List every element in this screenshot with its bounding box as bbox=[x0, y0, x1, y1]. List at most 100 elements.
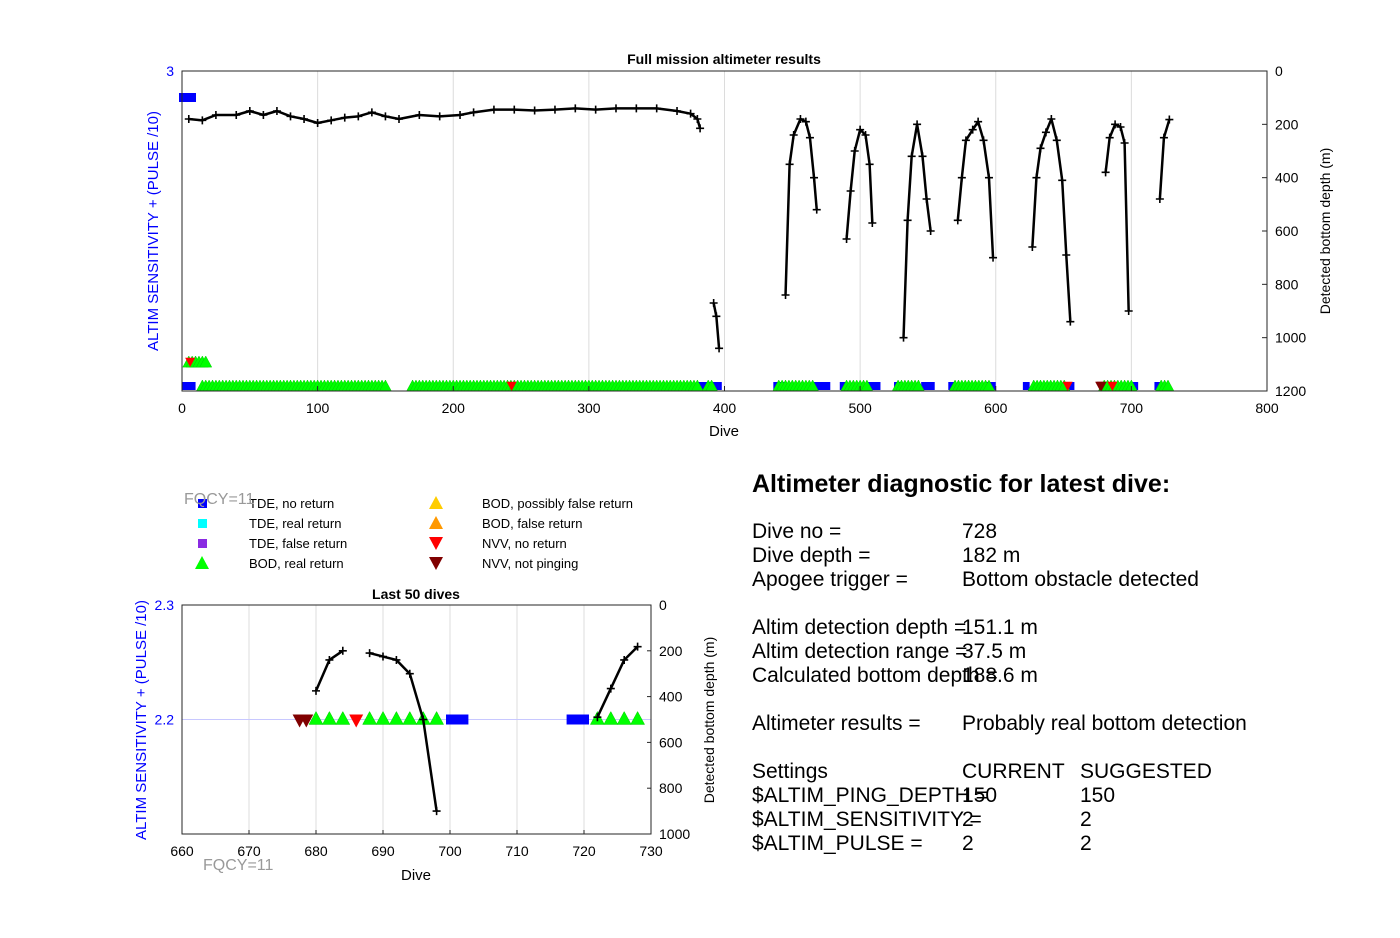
current-header: CURRENT bbox=[962, 760, 1065, 783]
altim-range-label: Altim detection range = bbox=[752, 640, 968, 663]
depth-point-marker bbox=[365, 649, 374, 658]
depth-point-marker bbox=[1028, 243, 1037, 251]
depth-point-marker bbox=[312, 686, 320, 695]
depth-point-marker bbox=[926, 227, 935, 235]
full-mission-y-right-tick-label: 600 bbox=[1275, 223, 1299, 239]
depth-series-line bbox=[596, 645, 639, 718]
tde-no-return-marker bbox=[179, 93, 196, 102]
depth-point-marker bbox=[968, 125, 977, 134]
sensitivity-suggested: 2 bbox=[1080, 808, 1092, 831]
bod-real-return-marker bbox=[402, 710, 418, 725]
depth-point-marker bbox=[696, 124, 705, 133]
depth-point-marker bbox=[620, 655, 629, 664]
depth-point-marker bbox=[984, 173, 993, 182]
last-50-dives-chart: 660 670 680 690 700 710 720 730 2.2 2.3 0 200 400 600… bbox=[133, 586, 717, 884]
full-mission-x-tick-label: 300 bbox=[577, 400, 601, 416]
depth-point-marker bbox=[961, 136, 970, 145]
full-mission-title: Full mission altimeter results bbox=[627, 51, 821, 67]
depth-point-marker bbox=[379, 652, 387, 661]
depth-point-marker bbox=[856, 125, 865, 134]
depth-point-marker bbox=[211, 111, 220, 119]
last-50-y-right-tick-label: 600 bbox=[659, 734, 683, 750]
full-mission-x-tick-label: 500 bbox=[848, 400, 872, 416]
legend-label: TDE, no return bbox=[249, 496, 334, 511]
legend-square-marker bbox=[198, 499, 207, 508]
depth-point-marker bbox=[395, 115, 403, 123]
depth-series-line bbox=[784, 117, 818, 296]
apogee-value: Bottom obstacle detected bbox=[962, 568, 1199, 591]
legend-label: BOD, false return bbox=[482, 516, 582, 531]
full-mission-ylabel-left: ALTIM SENSITIVITY + (PULSE /10) bbox=[145, 111, 162, 351]
suggested-header: SUGGESTED bbox=[1080, 760, 1212, 783]
last-50-x-tick-label: 680 bbox=[304, 843, 328, 859]
depth-point-marker bbox=[801, 117, 810, 126]
bod-real-return-marker bbox=[335, 710, 351, 725]
depth-point-marker bbox=[974, 117, 983, 126]
depth-point-marker bbox=[419, 715, 428, 724]
depth-point-marker bbox=[861, 131, 870, 139]
depth-point-marker bbox=[593, 713, 602, 722]
depth-point-marker bbox=[979, 136, 988, 145]
depth-point-marker bbox=[673, 107, 682, 115]
legend-triangle-down-marker bbox=[429, 537, 443, 550]
depth-point-marker bbox=[1124, 307, 1133, 315]
full-mission-y-right-tick-label: 1000 bbox=[1275, 330, 1306, 346]
depth-point-marker bbox=[1101, 168, 1110, 177]
depth-point-marker bbox=[300, 115, 309, 123]
last-50-y-right-tick-label: 400 bbox=[659, 689, 683, 705]
bod-real-return-marker bbox=[388, 710, 404, 725]
depth-point-marker bbox=[789, 131, 798, 139]
pulse-label: $ALTIM_PULSE = bbox=[752, 832, 923, 855]
bod-real-return-marker bbox=[616, 710, 632, 725]
tde-no-return-marker bbox=[452, 714, 462, 725]
depth-point-marker bbox=[1105, 133, 1114, 142]
dive-depth-label: Dive depth = bbox=[752, 544, 871, 567]
tde-no-return-marker bbox=[566, 714, 576, 725]
depth-point-marker bbox=[709, 299, 718, 307]
last-50-x-tick-label: 670 bbox=[237, 843, 261, 859]
results-label: Altimeter results = bbox=[752, 712, 921, 735]
full-mission-y-right-tick-label: 0 bbox=[1275, 63, 1283, 79]
altim-depth-value: 151.1 m bbox=[962, 616, 1038, 639]
ping-depth-current: 150 bbox=[962, 784, 998, 807]
depth-series-line bbox=[956, 120, 995, 258]
dive-depth-value: 182 m bbox=[962, 544, 1021, 567]
full-mission-y-right-tick-label: 1200 bbox=[1275, 383, 1306, 399]
depth-point-marker bbox=[953, 216, 962, 225]
full-mission-x-tick-label: 600 bbox=[984, 400, 1008, 416]
legend-label: NVV, not pinging bbox=[482, 556, 578, 571]
depth-point-marker bbox=[907, 152, 916, 161]
full-mission-xlabel: Dive bbox=[709, 423, 739, 440]
tde-no-return-marker bbox=[866, 382, 881, 390]
depth-point-marker bbox=[1036, 144, 1045, 153]
full-mission-y-left-tick-label: 3 bbox=[166, 63, 174, 79]
depth-point-marker bbox=[232, 111, 241, 119]
last-50-x-tick-label: 700 bbox=[438, 843, 462, 859]
depth-point-marker bbox=[1058, 176, 1067, 185]
tde-no-return-marker bbox=[1022, 382, 1030, 390]
apogee-label: Apogee trigger = bbox=[752, 568, 908, 591]
tde-no-return-marker bbox=[459, 714, 469, 725]
depth-point-marker bbox=[785, 160, 794, 169]
full-mission-x-tick-label: 200 bbox=[442, 400, 466, 416]
ping-depth-suggested: 150 bbox=[1080, 784, 1116, 807]
bod-real-return-marker bbox=[362, 710, 378, 725]
calc-depth-label: Calculated bottom depth = bbox=[752, 664, 998, 687]
tde-no-return-marker bbox=[921, 382, 935, 390]
depth-point-marker bbox=[415, 111, 424, 119]
last-50-y-left-tick-label: 2.2 bbox=[155, 712, 175, 728]
depth-point-marker bbox=[489, 105, 498, 114]
dive-no-label: Dive no = bbox=[752, 520, 842, 543]
diagnostic-title: Altimeter diagnostic for latest dive: bbox=[752, 470, 1171, 498]
legend-triangle-up-marker bbox=[429, 496, 443, 509]
depth-point-marker bbox=[812, 205, 821, 214]
depth-point-marker bbox=[1165, 115, 1174, 124]
last-50-y-left-tick-label: 2.3 bbox=[155, 597, 175, 613]
settings-label: Settings bbox=[752, 760, 828, 783]
bod-real-return-marker bbox=[429, 710, 445, 725]
tde-no-return-marker bbox=[812, 382, 831, 390]
legend-square-marker bbox=[198, 539, 207, 548]
depth-point-marker bbox=[392, 655, 401, 664]
sensitivity-label: $ALTIM_SENSITIVITY = bbox=[752, 808, 982, 831]
